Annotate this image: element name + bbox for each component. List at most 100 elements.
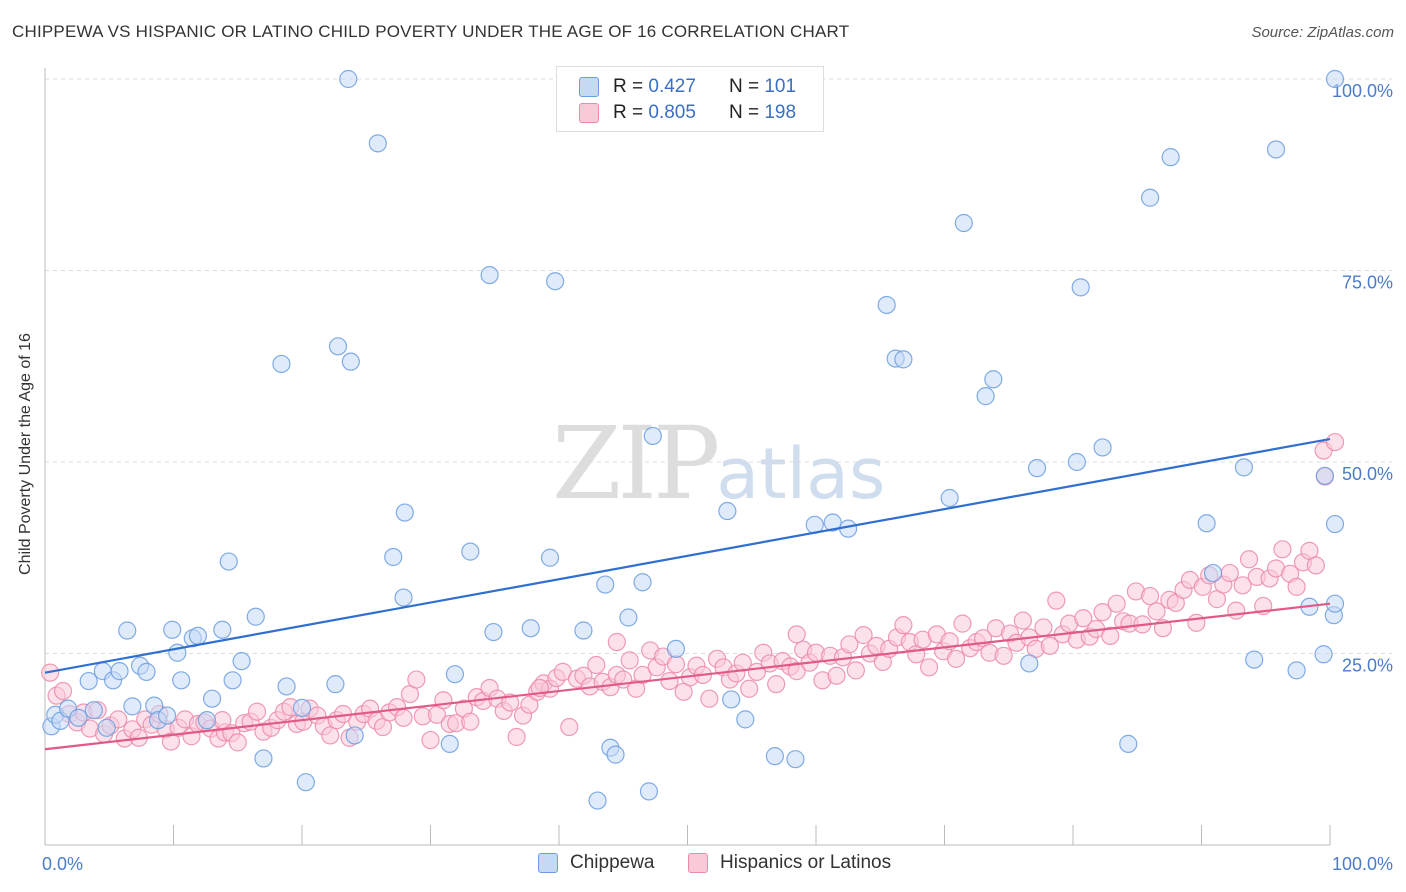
chippewa-point	[445, 665, 465, 684]
chippewa-point	[877, 295, 896, 315]
chippewa-trend-line	[44, 437, 1331, 674]
chippewa-point	[1314, 645, 1333, 664]
chippewa-point	[1245, 650, 1264, 669]
chippewa-point	[394, 588, 413, 607]
hispanic-point	[213, 711, 232, 730]
chippewa-point	[639, 782, 659, 801]
hispanic-point	[700, 689, 719, 708]
hispanic-point	[1233, 576, 1252, 595]
chippewa-point	[172, 671, 191, 690]
chippewa-point	[480, 265, 499, 285]
hispanic-point	[560, 717, 579, 737]
legend-n-label: N =	[728, 76, 760, 97]
chippewa-point	[823, 513, 842, 532]
chippewa-point	[643, 426, 662, 446]
chippewa-point	[1315, 466, 1334, 485]
chippewa-point	[894, 350, 913, 369]
y-tick-label: 100.0%	[1332, 81, 1393, 101]
chippewa-point	[368, 134, 387, 153]
chippewa-point	[292, 698, 312, 717]
chippewa-point	[223, 671, 242, 690]
legend-r-value: 0.805	[648, 102, 696, 123]
hispanic-point	[660, 671, 679, 691]
hispanic-point	[827, 666, 846, 685]
hispanic-point	[767, 675, 786, 694]
chippewa-point	[1197, 514, 1216, 533]
chippewa-point	[339, 69, 358, 89]
chippewa-point	[1234, 458, 1254, 477]
chippewa-point	[588, 791, 607, 810]
y-tick-label: 25.0%	[1342, 656, 1393, 676]
hispanic-point	[53, 681, 73, 701]
chart-title: CHIPPEWA VS HISPANIC OR LATINO CHILD POV…	[12, 22, 850, 41]
chippewa-point	[1266, 140, 1286, 159]
chippewa-point	[1325, 69, 1345, 89]
chippewa-point	[984, 370, 1003, 389]
chippewa-point	[521, 619, 540, 638]
chippewa-point	[110, 662, 129, 681]
hispanic-point	[787, 662, 806, 681]
chippewa-point	[246, 607, 265, 626]
chippewa-point	[213, 620, 232, 639]
chippewa-point	[395, 503, 414, 522]
chippewa-point	[254, 749, 273, 768]
hispanic-point	[1040, 636, 1059, 655]
chippewa-point	[272, 354, 291, 374]
chippewa-point	[546, 272, 565, 291]
chippewa-point	[461, 542, 480, 561]
chippewa-point	[786, 750, 805, 769]
hispanic-point	[846, 661, 865, 680]
chippewa-point	[1287, 661, 1306, 680]
chippewa-point	[232, 652, 251, 671]
hispanic-point	[161, 732, 181, 751]
legend-row-chippewa: R = 0.427 N = 101	[579, 75, 796, 99]
hispanic-point	[740, 679, 759, 698]
hispanic-point	[894, 616, 913, 635]
chippewa-point	[1119, 734, 1138, 753]
chippewa-point	[954, 213, 973, 233]
chippewa-point	[440, 734, 459, 753]
legend: R = 0.427 N = 101 R = 0.805 N = 198	[556, 66, 824, 132]
legend-n-label: N =	[728, 102, 760, 123]
bottom-legend-swatch-hispanics	[688, 853, 708, 873]
hispanic-point	[1306, 556, 1325, 575]
chippewa-point	[97, 718, 116, 737]
hispanic-point	[394, 708, 413, 727]
hispanic-point	[946, 649, 966, 668]
legend-row-hispanics: R = 0.805 N = 198	[579, 101, 796, 125]
chippewa-point	[633, 573, 652, 592]
legend-n-value: 101	[764, 76, 797, 97]
hispanic-point	[1034, 618, 1053, 637]
chippewa-point	[118, 621, 137, 640]
chippewa-point	[574, 621, 593, 640]
chippewa-point	[484, 622, 503, 642]
chippewa-point	[345, 726, 364, 745]
watermark-atlas: atlas	[716, 433, 886, 515]
hispanic-point	[854, 626, 873, 645]
chippewa-point	[718, 501, 737, 521]
bottom-legend-label: Chippewa	[570, 852, 655, 873]
chippewa-point	[277, 677, 296, 696]
legend-swatch-hispanics	[579, 103, 599, 123]
chippewa-point	[1067, 452, 1086, 472]
chippewa-point	[1020, 654, 1039, 673]
chippewa-point	[722, 690, 741, 709]
hispanic-point	[587, 655, 606, 675]
hispanic-point	[666, 655, 686, 674]
legend-r-value: 0.427	[648, 76, 696, 97]
hispanic-point	[633, 665, 652, 685]
chippewa-point	[1203, 563, 1223, 583]
chippewa-point	[540, 548, 560, 567]
chippewa-point	[384, 547, 403, 567]
chippewa-point	[666, 639, 686, 659]
chippewa-point	[202, 689, 222, 708]
chippewa-point	[736, 710, 755, 729]
hispanic-point	[620, 651, 639, 670]
chippewa-point	[188, 626, 208, 645]
hispanic-point	[1047, 591, 1066, 610]
hispanic-point	[1140, 586, 1160, 606]
chippewa-point	[157, 706, 177, 725]
chippewa-point	[79, 671, 98, 691]
hispanic-point	[1220, 563, 1239, 583]
chippewa-point	[1325, 514, 1345, 534]
